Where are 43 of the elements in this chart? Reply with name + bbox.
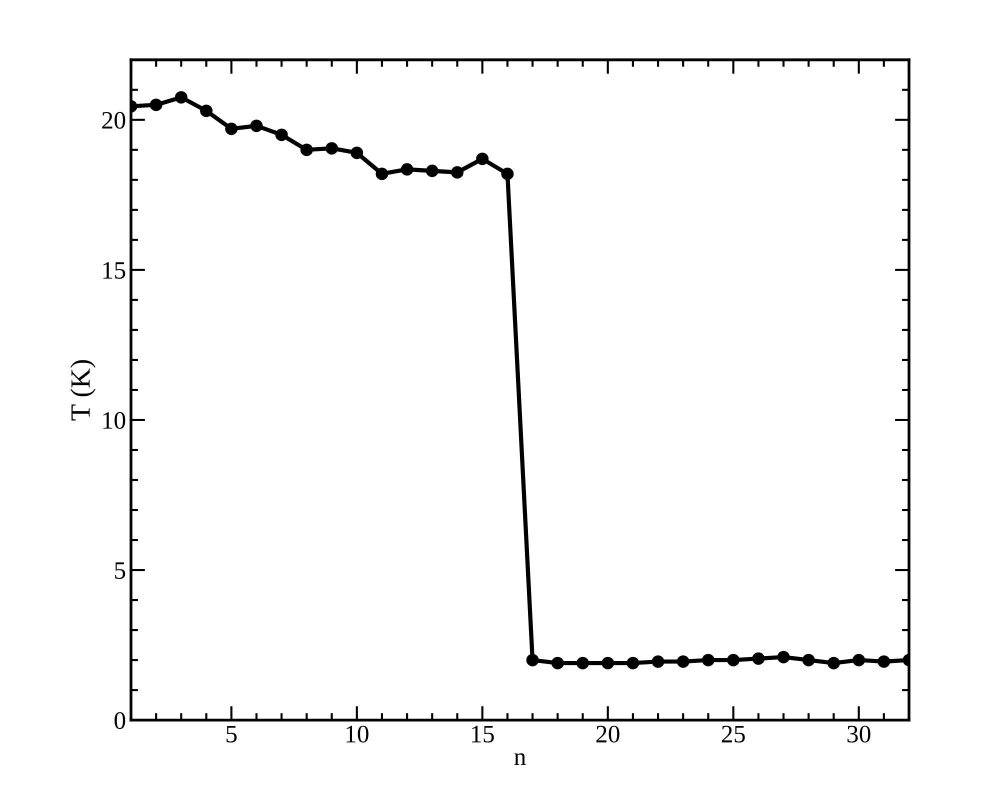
point: [426, 164, 438, 178]
x-tick-label: 5: [226, 726, 237, 743]
point: [225, 122, 238, 136]
point: [777, 650, 790, 664]
point: [451, 166, 464, 179]
point: [652, 655, 664, 668]
point: [400, 163, 414, 176]
point: [275, 128, 288, 142]
point: [576, 656, 589, 670]
y-tick-label: 5: [115, 562, 126, 579]
x-tick-label: 30: [848, 726, 870, 743]
point: [476, 152, 489, 166]
y-axis-title: T (K): [70, 360, 96, 420]
x-tick-label: 20: [596, 726, 620, 743]
point: [376, 168, 388, 180]
y-tick-label: 15: [103, 262, 126, 279]
point: [200, 104, 213, 118]
point: [727, 654, 740, 666]
x-axis-title: n: [514, 753, 526, 765]
y-tick-label: 10: [103, 412, 126, 429]
point: [150, 98, 162, 112]
point: [752, 652, 765, 665]
point: [526, 654, 539, 666]
point: [802, 654, 815, 666]
point: [501, 168, 514, 180]
point: [602, 656, 614, 670]
x-tick-label: 10: [346, 726, 368, 743]
point: [852, 654, 866, 666]
point: [300, 144, 313, 156]
x-tick-label: 25: [722, 726, 745, 743]
point: [551, 656, 564, 670]
point: [676, 655, 690, 668]
point: [827, 656, 840, 670]
point: [174, 91, 188, 104]
x-tick-label: 15: [472, 726, 494, 743]
point: [326, 142, 338, 155]
point: [702, 654, 714, 666]
point: [878, 655, 890, 668]
point: [350, 146, 364, 160]
point: [250, 120, 263, 132]
point: [626, 656, 640, 670]
y-tick-label: 0: [114, 712, 126, 730]
y-tick-label: 20: [102, 112, 126, 129]
